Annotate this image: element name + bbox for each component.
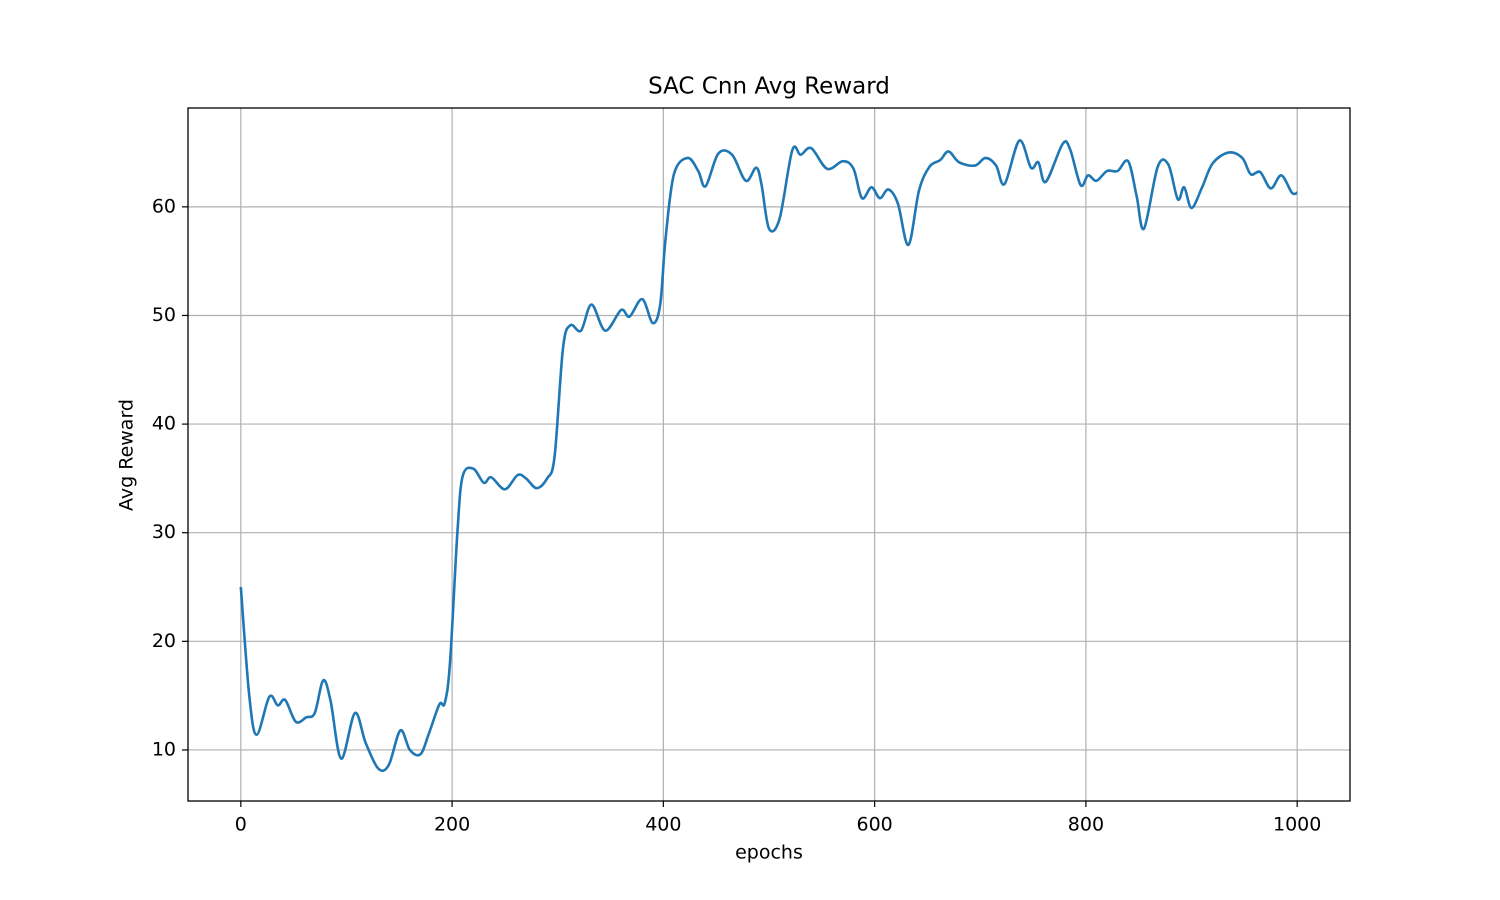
plot-area: 0 200 400 600 800 1000 10 20 30 40 50 60 xyxy=(152,108,1350,836)
axes-frame xyxy=(187,107,1351,802)
y-tick-label: 50 xyxy=(152,304,176,326)
y-tick-label: 20 xyxy=(152,630,176,652)
x-tick-label: 800 xyxy=(1068,814,1104,836)
x-tick-label: 600 xyxy=(857,814,893,836)
y-axis-label: Avg Reward xyxy=(116,399,138,511)
x-tick-label: 200 xyxy=(434,814,470,836)
x-axis-label: epochs xyxy=(735,842,803,864)
x-tick-label: 400 xyxy=(645,814,681,836)
data-line xyxy=(239,139,1298,773)
y-tick-label: 30 xyxy=(152,521,176,543)
y-tick-label: 40 xyxy=(152,413,176,435)
x-tick-label: 0 xyxy=(235,814,247,836)
y-tick-label: 10 xyxy=(152,738,176,760)
y-tick-label: 60 xyxy=(152,195,176,217)
x-tick-label: 1000 xyxy=(1273,814,1321,836)
chart-title: SAC Cnn Avg Reward xyxy=(648,74,890,100)
